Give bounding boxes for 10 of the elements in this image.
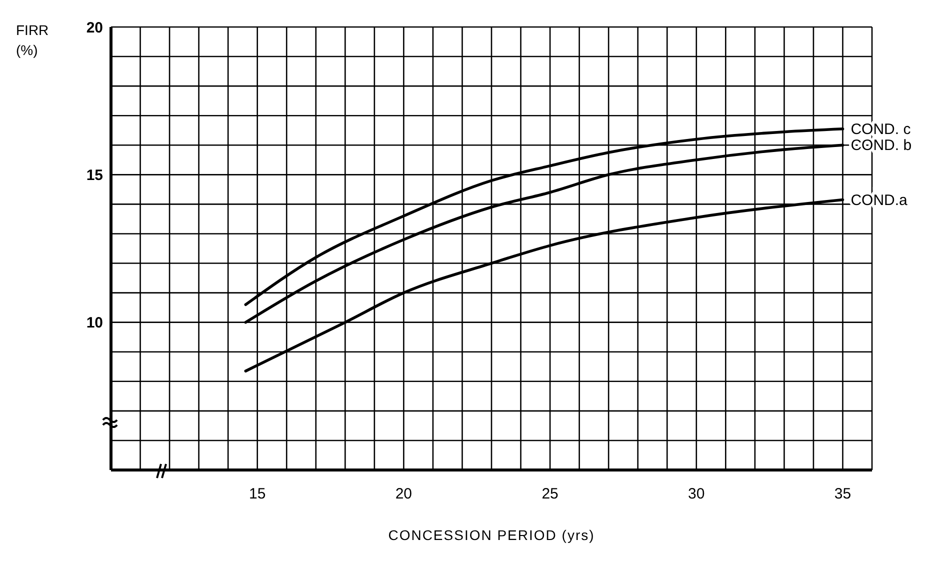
y-tick-label: 10 [86,314,103,332]
y-tick-label: 15 [86,166,103,184]
x-tick-label: 35 [834,486,852,503]
x-tick-label: 20 [395,486,412,503]
x-tick-label: 25 [542,486,558,503]
x-tick-label: 15 [249,486,266,503]
x-tick-label: 30 [688,486,705,503]
x-axis-title: CONCESSION PERIOD (yrs) [388,527,595,543]
y-tick-label: 20 [86,19,103,36]
y-axis-title: FIRR (%) [16,21,49,60]
